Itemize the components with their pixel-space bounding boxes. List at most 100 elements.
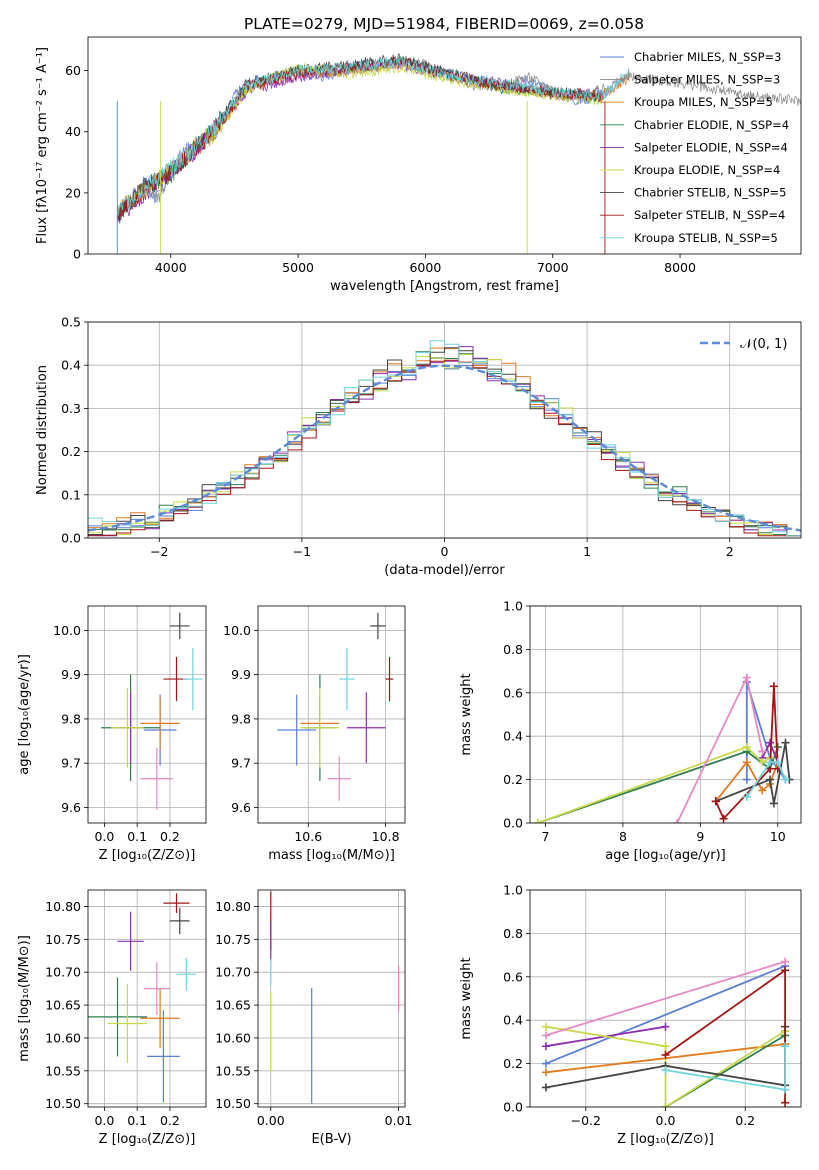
axes-frame xyxy=(87,321,802,539)
legend-label: Chabrier ELODIE, N_SSP=4 xyxy=(634,118,789,132)
legend-label: Kroupa STELIB, N_SSP=5 xyxy=(634,231,778,245)
y-tick-label: 10.55 xyxy=(215,1063,251,1078)
histogram-steps xyxy=(88,347,801,537)
weight-marker xyxy=(758,786,767,795)
y-axis-label: age [log₁₀(age/yr)] xyxy=(17,654,32,775)
y-tick-label: 9.7 xyxy=(61,756,81,771)
plot-area xyxy=(116,53,801,254)
x-tick-label: 7000 xyxy=(537,260,569,275)
y-tick-label: 0.1 xyxy=(61,487,81,502)
y-tick-label: 0.6 xyxy=(503,969,523,984)
panel-mass-vs-ebv: 0.00 0.01 10.50 10.55 10.60 10.65 10.70 10.75 10… xyxy=(215,889,413,1147)
y-axis-label: Flux [fλ10⁻¹⁷ erg cm⁻² s⁻¹ A⁻¹] xyxy=(35,47,50,244)
error-bar-point xyxy=(107,984,147,1063)
y-tick-label: 0.5 xyxy=(61,315,81,330)
weight-marker xyxy=(758,747,767,756)
x-axis-label: Z [log₁₀(Z/Z⊙)] xyxy=(99,1132,196,1147)
weight-line xyxy=(545,965,786,1065)
weight-marker xyxy=(781,1042,790,1051)
y-tick-label: 0.8 xyxy=(503,926,523,941)
y-tick-label: 10.0 xyxy=(223,623,251,638)
histogram-steps xyxy=(88,340,801,537)
error-bar-point xyxy=(385,656,394,702)
panel-weight-vs-z: −0.2 0.0 0.2 0.0 0.2 0.4 0.6 0.8 1.0 Z [log₁₀(Z/Z… xyxy=(459,883,802,1147)
panel-mass-vs-z: 0.0 0.1 0.2 10.50 10.55 10.60 10.65 10.70 10.75 1… xyxy=(17,889,207,1147)
legend-label: Salpeter ELODIE, N_SSP=4 xyxy=(634,140,788,154)
x-tick-label: 2 xyxy=(726,544,734,559)
weight-marker xyxy=(781,1098,790,1107)
weight-line xyxy=(537,746,779,823)
error-bar-point xyxy=(339,648,355,711)
y-tick-label: 0.4 xyxy=(503,729,523,744)
y-axis-label: Normed distribution xyxy=(35,365,50,495)
x-tick-label: −0.2 xyxy=(571,1113,601,1128)
panel-residuals: −2 −1 0 1 2 0.0 0.1 0.2 0.3 0.4 0.5 (data-model)/er… xyxy=(35,315,802,578)
weight-marker xyxy=(711,797,720,806)
x-tick-label: 0.0 xyxy=(94,829,114,844)
error-bar-point xyxy=(370,612,386,640)
y-tick-label: 0.6 xyxy=(503,685,523,700)
y-tick-label: 0.4 xyxy=(61,358,81,373)
error-bar-point xyxy=(169,612,190,640)
error-bar-point xyxy=(300,687,340,768)
x-tick-label: 8 xyxy=(619,829,627,844)
y-tick-label: 60 xyxy=(65,63,81,78)
y-tick-label: 0 xyxy=(73,247,81,262)
x-tick-label: 0.0 xyxy=(94,1113,114,1128)
legend-label: 𝒩(0, 1) xyxy=(740,337,787,352)
weight-marker xyxy=(742,758,751,767)
y-tick-label: 1.0 xyxy=(503,883,523,898)
legend-label: Chabrier STELIB, N_SSP=5 xyxy=(634,186,786,200)
weight-marker xyxy=(661,1050,670,1059)
weight-marker xyxy=(673,819,682,823)
figure-title: PLATE=0279, MJD=51984, FIBERID=0069, z=0… xyxy=(244,15,644,33)
axes-frame xyxy=(87,36,802,255)
x-axis-label: Z [log₁₀(Z/Z⊙)] xyxy=(617,1132,714,1147)
x-tick-label: 10.8 xyxy=(372,829,400,844)
error-bar-point xyxy=(110,687,144,768)
y-axis-label: mass weight xyxy=(459,673,474,755)
y-axis-label: mass [log₁₀(M/M⊙)] xyxy=(17,935,32,1062)
legend-label: Salpeter MILES, N_SSP=3 xyxy=(634,73,780,87)
y-tick-label: 0.2 xyxy=(503,772,523,787)
x-tick-label: 0.1 xyxy=(127,829,147,844)
x-axis-label: E(B-V) xyxy=(311,1132,351,1147)
weight-marker xyxy=(781,966,790,975)
x-tick-label: 0.2 xyxy=(160,829,180,844)
x-tick-label: −2 xyxy=(150,544,168,559)
y-tick-label: 10.0 xyxy=(53,623,81,638)
axes-frame xyxy=(257,605,406,824)
weight-marker xyxy=(541,1059,550,1068)
weight-marker xyxy=(533,819,542,823)
x-tick-label: 0.1 xyxy=(127,1113,147,1128)
panel-age-vs-mass: 10.6 10.8 9.6 9.7 9.8 9.9 10.0 mass [log₁₀(M/M⊙… xyxy=(223,605,406,863)
weight-marker xyxy=(766,775,775,784)
legend-label: Kroupa MILES, N_SSP=5 xyxy=(634,95,773,109)
weight-marker xyxy=(742,673,751,682)
legend-label: Kroupa ELODIE, N_SSP=4 xyxy=(634,163,780,177)
x-tick-label: 7 xyxy=(542,829,550,844)
y-tick-label: 10.65 xyxy=(215,998,251,1013)
panel-age-vs-z: 0.0 0.1 0.2 9.6 9.7 9.8 9.9 10.0 Z [log₁₀(Z/Z⊙)]… xyxy=(17,605,207,863)
legend-label: Salpeter STELIB, N_SSP=4 xyxy=(634,208,785,222)
error-bar-point xyxy=(147,1010,180,1103)
weight-marker xyxy=(719,814,728,823)
weight-marker xyxy=(766,738,775,747)
x-tick-label: 10 xyxy=(770,829,786,844)
weight-line xyxy=(545,960,786,1037)
weight-marker xyxy=(758,758,767,767)
x-axis-label: Z [log₁₀(Z/Z⊙)] xyxy=(99,848,196,863)
axes-frame xyxy=(87,889,207,1108)
y-tick-label: 10.70 xyxy=(215,965,251,980)
error-bar-point xyxy=(163,893,190,914)
error-bar-point xyxy=(169,907,190,935)
x-tick-label: 1 xyxy=(583,544,591,559)
weight-marker xyxy=(773,758,782,767)
y-tick-label: 10.50 xyxy=(45,1096,81,1111)
x-tick-label: 9 xyxy=(696,829,704,844)
y-tick-label: 9.6 xyxy=(231,800,251,815)
y-tick-label: 0.2 xyxy=(61,444,81,459)
x-tick-label: 0 xyxy=(441,544,449,559)
y-tick-label: 0.2 xyxy=(503,1056,523,1071)
y-tick-label: 9.8 xyxy=(61,711,81,726)
